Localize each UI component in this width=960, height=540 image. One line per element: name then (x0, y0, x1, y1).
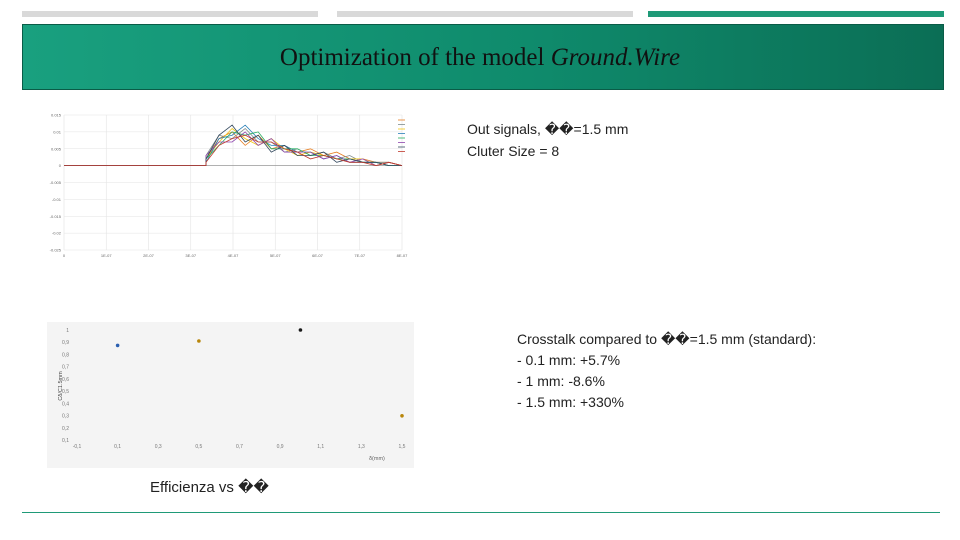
x-tick-label: 0,7 (236, 444, 243, 450)
x-tick-label: 1,5 (399, 444, 406, 450)
y-tick-label: 0,5 (62, 389, 69, 395)
x-tick-label: 0,5 (195, 444, 202, 450)
out-signals-label: Out signals, ��=1.5 mm (467, 121, 629, 137)
y-tick-label: 0,7 (62, 365, 69, 371)
x-tick-label: 6E-07 (312, 253, 323, 258)
efficiency-caption: Efficienza vs �� (150, 479, 269, 496)
x-tick-label: 1,3 (358, 444, 365, 450)
y-tick-label: -0.01 (52, 197, 62, 202)
crosstalk-heading: Crosstalk compared to ��=1.5 mm (standar… (517, 331, 817, 347)
y-axis-label: Cδ/C1.5mm (58, 371, 64, 401)
top-divider-2 (337, 11, 633, 17)
x-tick-label: -0,1 (73, 444, 82, 450)
x-tick-label: 1,1 (317, 444, 324, 450)
y-tick-label: 0,1 (62, 438, 69, 444)
y-tick-label: 0,9 (62, 340, 69, 346)
top-divider-1 (22, 11, 318, 17)
cluster-size-label: Cluter Size = 8 (467, 143, 560, 159)
x-tick-label: 7E-07 (354, 253, 365, 258)
x-tick-label: 8E-07 (397, 253, 408, 258)
slide-title: Optimization of the model Ground.Wire (0, 44, 960, 72)
signal-plot: 0.015 0.01 0.005 0 -0.005 -0.01 -0.015 -0.02 -0.… (40, 100, 412, 265)
title-band (22, 24, 944, 90)
y-tick-label: 0,6 (62, 377, 69, 383)
y-tick-label: 0,3 (62, 414, 69, 420)
y-tick-label: 0.005 (51, 146, 62, 151)
y-tick-label: 0,8 (62, 352, 69, 358)
scatter-point (298, 328, 303, 332)
y-tick-label: -0.02 (52, 231, 62, 236)
x-tick-label: 0,1 (114, 444, 121, 450)
y-tick-label: 0.015 (51, 113, 62, 118)
crosstalk-item-2: - 1 mm: -8.6% (517, 373, 605, 389)
scatter-point (197, 339, 201, 343)
x-tick-label: 4E-07 (228, 253, 239, 258)
series-line (64, 134, 403, 167)
y-tick-label: -0.005 (50, 180, 62, 185)
x-tick-label: 3E-07 (185, 253, 196, 258)
x-tick-label: 0,9 (277, 444, 284, 450)
y-tick-label: 0,4 (62, 401, 69, 407)
x-tick-label: 2E-07 (143, 253, 154, 258)
x-tick-label: 5E-07 (270, 253, 281, 258)
series-line (64, 131, 403, 167)
y-tick-label: 1 (66, 328, 69, 334)
efficiency-plot-svg: 1 0,9 0,8 0,7 0,6 0,5 0,4 0,3 0,2 0,1 -0,1 0,1 0,3 0,… (58, 328, 406, 462)
crosstalk-item-3: - 1.5 mm: +330% (517, 394, 624, 410)
scatter-point (400, 414, 404, 418)
y-tick-label: -0.015 (50, 214, 62, 219)
slide-title-model: Ground.Wire (550, 44, 681, 71)
signal-plot-svg: 0.015 0.01 0.005 0 -0.005 -0.01 -0.015 -0.02 -0.… (50, 113, 408, 259)
y-tick-label: 0,2 (62, 426, 69, 432)
x-tick-label: 1E-07 (101, 253, 112, 258)
scatter-point (115, 343, 120, 348)
footer-divider (22, 512, 940, 513)
top-divider-3 (648, 11, 944, 17)
y-tick-label: 0.01 (53, 129, 62, 134)
slide-title-prefix: Optimization of the model (279, 44, 551, 71)
y-tick-label: -0.025 (50, 248, 62, 253)
efficiency-plot: 1 0,9 0,8 0,7 0,6 0,5 0,4 0,3 0,2 0,1 -0,1 0,1 0,3 0,… (47, 322, 414, 468)
x-axis-label: δ(mm) (369, 456, 385, 462)
crosstalk-item-1: - 0.1 mm: +5.7% (517, 352, 621, 368)
x-tick-label: 0,3 (155, 444, 162, 450)
y-tick-label: 0 (59, 163, 62, 168)
x-tick-label: 0 (63, 253, 66, 258)
